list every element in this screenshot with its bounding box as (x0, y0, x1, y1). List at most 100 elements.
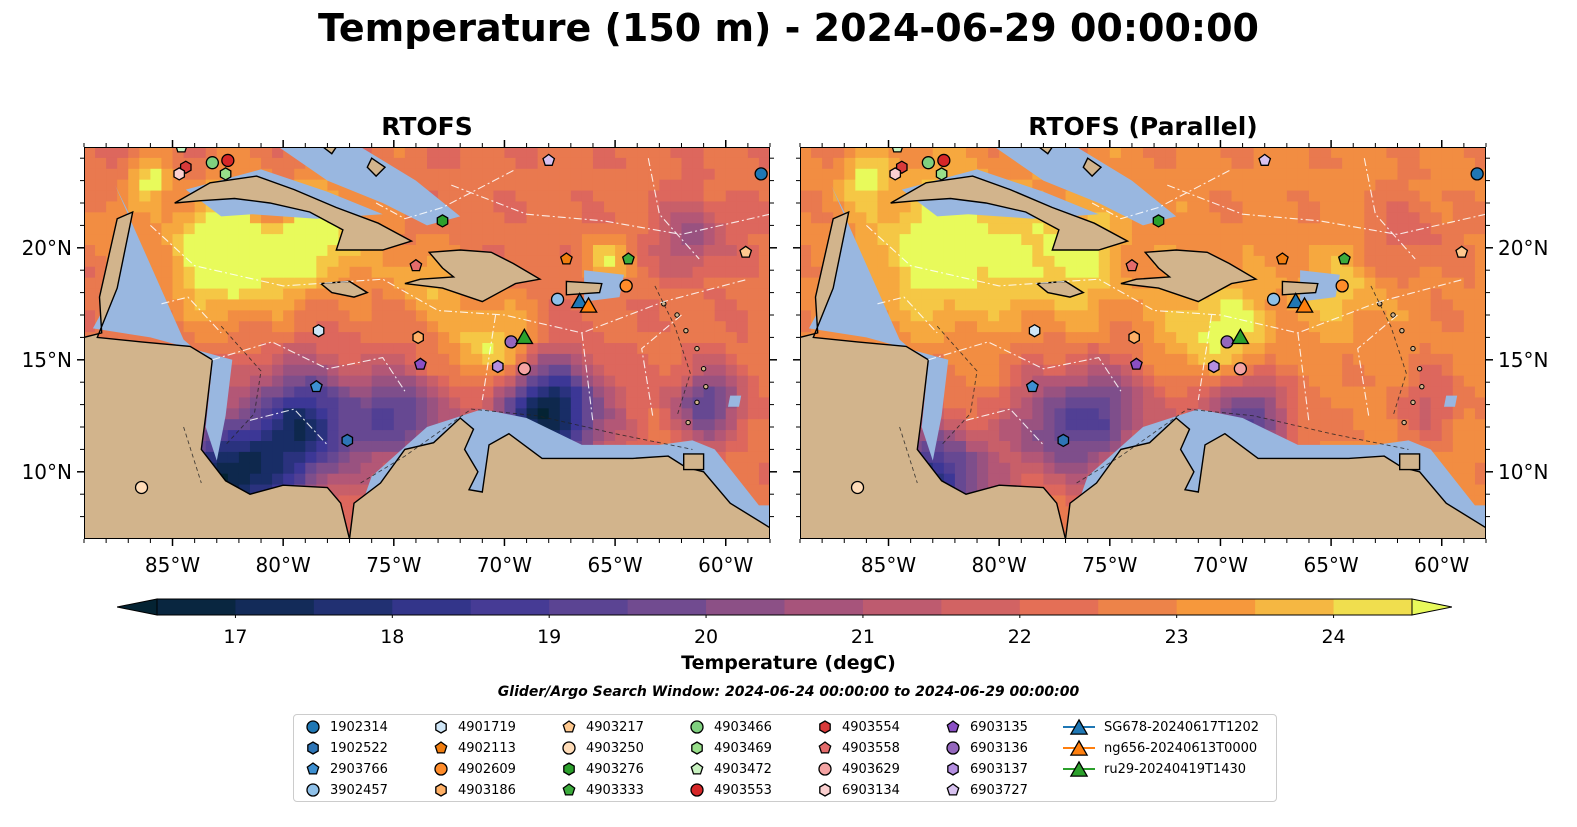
marker-ng656-20240613T0000 (579, 296, 598, 313)
marker-3902457 (1266, 292, 1281, 306)
main-title: Temperature (150 m) - 2024-06-29 00:00:0… (317, 6, 1259, 50)
legend-label: 4903553 (714, 782, 772, 798)
legend-item-4903466: 4903466 (688, 717, 772, 737)
float-markers (850, 147, 1484, 495)
land (84, 147, 770, 539)
panel-title-rtofs: RTOFS (381, 112, 473, 141)
legend-label: 4903276 (586, 761, 644, 777)
legend-item-4903472: 4903472 (688, 759, 772, 779)
legend-item-6903137: 6903137 (944, 759, 1028, 779)
legend-label: 4903469 (714, 740, 772, 756)
marker-4902113 (559, 252, 573, 265)
legend-item-ru29-20240419T1430: ru29-20240419T1430 (1062, 759, 1246, 779)
legend-item-4901719: 4901719 (432, 717, 516, 737)
marker-4903629 (517, 362, 532, 376)
marker-1902522 (1057, 433, 1070, 448)
marker-4903466 (205, 156, 219, 170)
map-panel-rtofs[interactable] (84, 147, 770, 539)
lat-tick-label: 15°N (1498, 348, 1548, 372)
circle-icon (306, 783, 320, 797)
temperature-field (84, 147, 770, 539)
marker-1902314 (1470, 167, 1484, 181)
marker-SG678-20240617T1202 (1286, 292, 1305, 309)
marker-4903333 (1337, 252, 1351, 265)
lon-tick-label: 70°W (1193, 553, 1248, 577)
eez-boundaries (150, 158, 770, 446)
legend-item-6903134: 6903134 (816, 780, 900, 800)
marker-ru29-20240419T1430 (515, 327, 534, 345)
marker-ru29-20240419T1430 (1231, 327, 1250, 345)
legend-label: 4903217 (586, 719, 644, 735)
marker-6903136 (1220, 335, 1234, 349)
pentagon-icon (946, 720, 960, 733)
legend-item-SG678-20240617T1202: SG678-20240617T1202 (1062, 717, 1259, 737)
legend-item-3902457: 3902457 (304, 780, 388, 800)
circle-icon (434, 762, 448, 776)
hexagon-icon (563, 762, 575, 776)
lon-tick-label: 75°W (1082, 553, 1137, 577)
legend-label: 6903135 (970, 719, 1028, 735)
marker-4903250 (850, 480, 865, 495)
marker-4903558 (409, 258, 423, 272)
legend-item-6903727: 6903727 (944, 780, 1028, 800)
legend-label: 6903727 (970, 782, 1028, 798)
lat-tick-label: 10°N (22, 460, 72, 484)
legend-label: SG678-20240617T1202 (1104, 719, 1260, 735)
colorbar-tick-label: 20 (693, 626, 719, 648)
marker-3902457 (550, 292, 565, 306)
lon-tick-label: 70°W (477, 553, 532, 577)
legend-item-4903558: 4903558 (816, 738, 900, 758)
panel-title-rtofs-parallel: RTOFS (Parallel) (1028, 112, 1258, 141)
legend-label: 1902314 (330, 719, 388, 735)
marker-4903558 (1125, 258, 1139, 272)
hexagon-icon (307, 741, 319, 755)
colorbar-tick-label: 22 (1007, 626, 1032, 648)
legend-label: 6903137 (970, 761, 1028, 777)
legend-item-4902113: 4902113 (432, 738, 516, 758)
lon-tick-label: 60°W (698, 553, 753, 577)
colorbar-tick-label: 19 (537, 626, 562, 648)
colorbar-tick-label: 23 (1164, 626, 1189, 648)
legend-label: 3902457 (330, 782, 388, 798)
legend-label: 4903186 (458, 782, 516, 798)
pentagon-icon (562, 783, 576, 796)
pentagon-icon (434, 741, 448, 754)
marker-2903766 (309, 379, 323, 393)
lat-tick-label: 20°N (1498, 236, 1548, 260)
marker-6903136 (504, 335, 518, 349)
lon-tick-label: 65°W (1303, 553, 1358, 577)
marker-4903186 (1128, 330, 1140, 345)
lon-tick-label: 80°W (256, 553, 311, 577)
colorbar-tick-label: 17 (223, 626, 248, 648)
map-panel-rtofs-parallel[interactable] (800, 147, 1486, 539)
marker-4903333 (621, 252, 635, 265)
legend-label: 4903466 (714, 719, 772, 735)
pentagon-icon (690, 762, 704, 775)
lat-tick-label: 15°N (22, 348, 72, 372)
marker-ng656-20240613T0000 (1295, 296, 1314, 313)
triangle-icon (1069, 760, 1089, 777)
float-markers (134, 147, 768, 495)
hexagon-icon (435, 783, 447, 797)
legend-item-4903629: 4903629 (816, 759, 900, 779)
legend-item-4903554: 4903554 (816, 717, 900, 737)
legend-item-4903186: 4903186 (432, 780, 516, 800)
colorbar-tick-label: 24 (1321, 626, 1346, 648)
legend-label: 4903472 (714, 761, 772, 777)
marker-4901719 (1028, 323, 1041, 338)
legend-label: 4902113 (458, 740, 516, 756)
marker-6903135 (1129, 357, 1143, 370)
hexagon-icon (819, 783, 831, 797)
legend-item-2903766: 2903766 (304, 759, 388, 779)
lon-tick-label: 85°W (145, 553, 200, 577)
marker-6903137 (491, 359, 504, 374)
marker-4903472 (175, 147, 188, 153)
lon-tick-label: 75°W (366, 553, 421, 577)
colorbar-tick-label: 21 (850, 626, 876, 648)
legend-label: 1902522 (330, 740, 388, 756)
colorbar-title: Temperature (degC) (681, 652, 896, 674)
legend-item-6903136: 6903136 (944, 738, 1028, 758)
legend-label: 6903134 (842, 782, 900, 798)
marker-4903276 (1152, 214, 1165, 228)
marker-1902314 (754, 167, 768, 181)
